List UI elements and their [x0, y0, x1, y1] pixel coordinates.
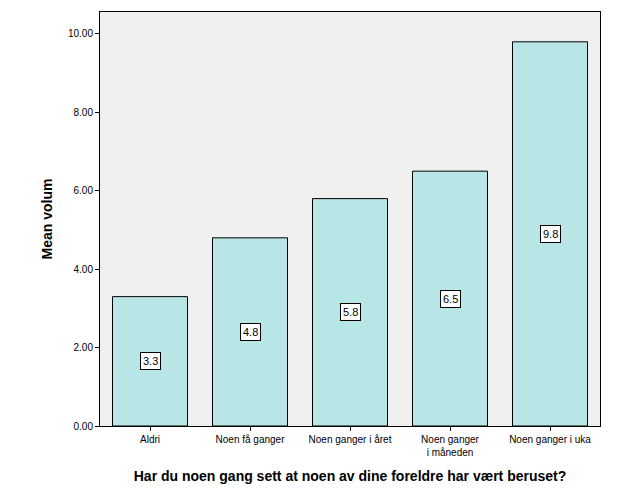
svg-text:9.8: 9.8: [543, 228, 558, 240]
svg-text:4.00: 4.00: [74, 264, 94, 275]
svg-text:Har du noen gang sett at noen: Har du noen gang sett at noen av dine fo…: [134, 468, 567, 484]
svg-text:Mean volum: Mean volum: [39, 179, 55, 260]
svg-text:5.8: 5.8: [343, 306, 358, 318]
svg-text:0.00: 0.00: [74, 421, 94, 432]
svg-text:Noen ganger i uka: Noen ganger i uka: [509, 434, 591, 445]
svg-text:Noen få ganger: Noen få ganger: [216, 434, 286, 445]
svg-text:6.00: 6.00: [74, 185, 94, 196]
svg-text:8.00: 8.00: [74, 107, 94, 118]
svg-text:2.00: 2.00: [74, 342, 94, 353]
svg-text:10.00: 10.00: [68, 28, 93, 39]
svg-text:Noen gangeri måneden: Noen gangeri måneden: [421, 434, 479, 458]
svg-text:3.3: 3.3: [143, 355, 158, 367]
svg-text:4.8: 4.8: [243, 326, 258, 338]
svg-text:Aldri: Aldri: [140, 434, 160, 445]
svg-text:6.5: 6.5: [443, 293, 458, 305]
svg-text:Noen ganger i året: Noen ganger i året: [309, 434, 392, 445]
